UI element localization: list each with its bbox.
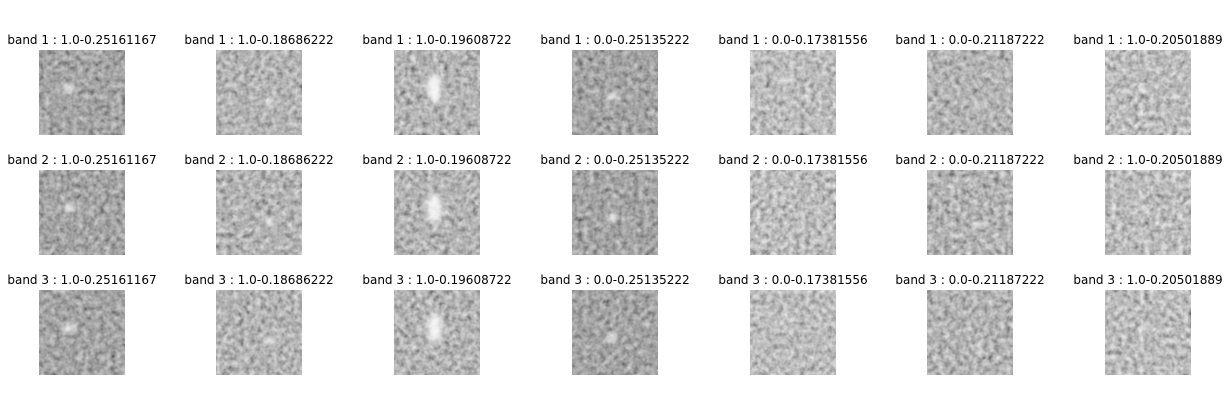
panel-title: band 3 : 1.0-0.18686222 (184, 273, 333, 287)
bright-spot (975, 102, 983, 108)
panel-title: band 1 : 1.0-0.20501889 (1073, 33, 1222, 47)
panel-image (39, 290, 125, 375)
image-noise (750, 170, 836, 255)
image-noise (1105, 290, 1191, 375)
image-noise (750, 50, 836, 135)
image-noise (927, 50, 1013, 135)
panel-title: band 2 : 0.0-0.17381556 (718, 153, 867, 167)
image-noise (927, 290, 1013, 375)
bright-spot (975, 222, 983, 228)
panel-title: band 2 : 1.0-0.25161167 (7, 153, 156, 167)
image-noise (216, 290, 302, 375)
bright-spot (264, 337, 275, 345)
panel-title: band 2 : 1.0-0.20501889 (1073, 153, 1222, 167)
panel-title: band 2 : 1.0-0.18686222 (184, 153, 333, 167)
panel-title: band 1 : 0.0-0.21187222 (895, 33, 1044, 47)
image-noise (572, 290, 658, 375)
image-noise (216, 50, 302, 135)
panel-image (39, 170, 125, 255)
bright-spot (607, 93, 618, 101)
panel-title: band 1 : 0.0-0.25135222 (540, 33, 689, 47)
image-noise (750, 290, 836, 375)
panel-title: band 3 : 0.0-0.17381556 (718, 273, 867, 287)
panel-image (572, 170, 658, 255)
image-noise (572, 50, 658, 135)
panel-title: band 1 : 1.0-0.18686222 (184, 33, 333, 47)
panel-image (572, 290, 658, 375)
bright-spot (427, 73, 442, 104)
panel-title: band 2 : 0.0-0.21187222 (895, 153, 1044, 167)
image-noise (1105, 170, 1191, 255)
bright-spot (63, 204, 76, 213)
bright-spot (779, 317, 787, 323)
panel-title: band 3 : 1.0-0.25161167 (7, 273, 156, 287)
bright-spot (607, 333, 618, 341)
panel-title: band 3 : 0.0-0.25135222 (540, 273, 689, 287)
image-noise (39, 290, 125, 375)
panel-image (394, 50, 480, 135)
image-noise (1105, 50, 1191, 135)
image-noise (216, 170, 302, 255)
panel-image (216, 290, 302, 375)
panel-image (750, 170, 836, 255)
bright-spot (427, 193, 442, 224)
bright-spot (779, 77, 787, 83)
bright-spot (607, 213, 618, 221)
bright-spot (63, 324, 76, 333)
bright-spot (1140, 205, 1148, 211)
panel-image (927, 290, 1013, 375)
panel-image (1105, 50, 1191, 135)
image-noise (39, 50, 125, 135)
panel-image (1105, 290, 1191, 375)
panel-image (927, 170, 1013, 255)
panel-title: band 3 : 0.0-0.21187222 (895, 273, 1044, 287)
bright-spot (1140, 325, 1148, 331)
panel-title: band 1 : 1.0-0.25161167 (7, 33, 156, 47)
panel-image (750, 50, 836, 135)
bright-spot (779, 197, 787, 203)
panel-image (1105, 170, 1191, 255)
panel-image (572, 50, 658, 135)
panel-title: band 2 : 1.0-0.19608722 (362, 153, 511, 167)
bright-spot (427, 313, 442, 344)
panel-title: band 3 : 1.0-0.20501889 (1073, 273, 1222, 287)
bright-spot (975, 342, 983, 348)
panel-title: band 2 : 0.0-0.25135222 (540, 153, 689, 167)
bright-spot (264, 97, 275, 105)
bright-spot (63, 84, 76, 93)
panel-image (216, 170, 302, 255)
bright-spot (1140, 85, 1148, 91)
panel-title: band 1 : 0.0-0.17381556 (718, 33, 867, 47)
panel-title: band 3 : 1.0-0.19608722 (362, 273, 511, 287)
panel-image (216, 50, 302, 135)
image-noise (39, 170, 125, 255)
panel-image (394, 170, 480, 255)
panel-image (39, 50, 125, 135)
bright-spot (264, 217, 275, 225)
panel-image (750, 290, 836, 375)
panel-image (927, 50, 1013, 135)
panel-image (394, 290, 480, 375)
image-noise (572, 170, 658, 255)
image-noise (927, 170, 1013, 255)
panel-title: band 1 : 1.0-0.19608722 (362, 33, 511, 47)
